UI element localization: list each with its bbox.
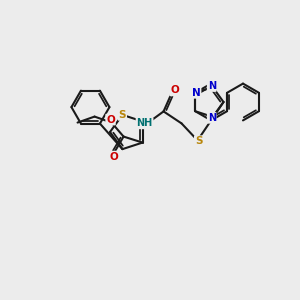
Text: N: N: [208, 81, 216, 91]
Text: O: O: [109, 152, 118, 162]
Text: N: N: [192, 88, 201, 98]
Text: S: S: [195, 136, 202, 146]
Text: NH: NH: [136, 118, 153, 128]
Text: O: O: [170, 85, 179, 95]
Text: S: S: [195, 136, 202, 146]
Text: S: S: [119, 110, 126, 120]
Text: O: O: [106, 115, 115, 124]
Text: N: N: [208, 113, 216, 123]
